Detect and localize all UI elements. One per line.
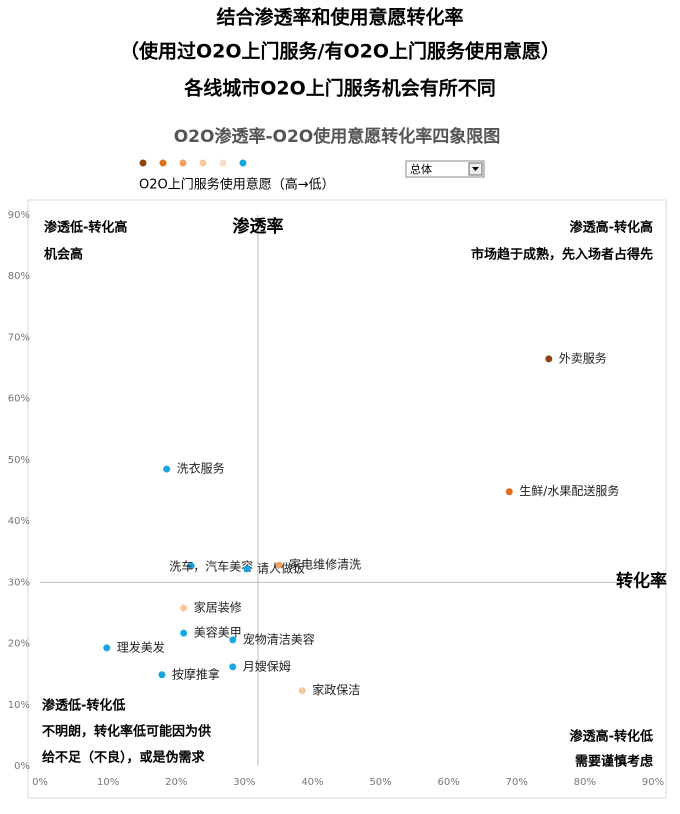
x-tick-label: 10% xyxy=(97,777,119,788)
point-label: 理发美发 xyxy=(117,639,165,654)
point xyxy=(158,671,166,679)
legend-dot xyxy=(199,159,207,167)
point xyxy=(275,561,283,569)
x-tick-label: 0% xyxy=(32,777,48,788)
quadrant-note: 市场趋于成熟，先入场者占得先 xyxy=(471,247,653,263)
point xyxy=(298,687,306,695)
point xyxy=(243,565,251,573)
point-label: 家电维修清洗 xyxy=(289,557,361,572)
y-tick-label: 10% xyxy=(8,700,30,711)
quadrant-note: 机会高 xyxy=(44,247,83,263)
x-tick-label: 30% xyxy=(233,777,255,788)
dropdown-arrow xyxy=(472,167,479,171)
point-label: 家居装修 xyxy=(194,600,242,615)
point-label: 家政保洁 xyxy=(312,682,360,697)
legend-dot xyxy=(179,159,187,167)
title: 结合渗透率和使用意愿转化率 xyxy=(216,6,463,29)
y-tick-label: 70% xyxy=(8,332,30,343)
point-label: 生鲜/水果配送服务 xyxy=(519,483,619,498)
x-axis-label: 转化率 xyxy=(616,570,667,591)
quadrant-note: 渗透高-转化高 xyxy=(570,220,653,236)
point-label: 宠物清洁美容 xyxy=(243,631,315,646)
point xyxy=(180,629,188,637)
x-tick-label: 50% xyxy=(369,777,391,788)
dropdown-value[interactable]: 总体 xyxy=(410,162,432,176)
dropdown[interactable] xyxy=(405,160,485,178)
point-label: 洗衣服务 xyxy=(177,461,225,476)
point xyxy=(180,604,188,612)
quadrant-note: 给不足（不良），或是伪需求 xyxy=(42,750,206,766)
point-label: 外卖服务 xyxy=(559,350,607,365)
legend-dot xyxy=(219,159,227,167)
y-tick-label: 30% xyxy=(8,577,30,588)
plot-frame xyxy=(27,199,667,799)
legend-dot xyxy=(239,159,247,167)
point xyxy=(103,644,111,652)
x-tick-label: 70% xyxy=(506,777,528,788)
point-label: 美容美甲 xyxy=(194,625,242,640)
legend-dot xyxy=(139,159,147,167)
y-tick-label: 80% xyxy=(8,271,30,282)
point xyxy=(187,562,195,570)
point xyxy=(229,663,237,671)
point xyxy=(505,488,513,496)
quadrant-note: 需要谨慎考虑 xyxy=(575,754,653,770)
x-tick-label: 20% xyxy=(165,777,187,788)
x-tick-label: 60% xyxy=(438,777,460,788)
quadrant-note: 渗透低-转化高 xyxy=(44,220,127,236)
title: 各线城市O2O上门服务机会有所不同 xyxy=(183,77,496,100)
x-tick-label: 40% xyxy=(301,777,323,788)
x-tick-label: 80% xyxy=(574,777,596,788)
subtitle: O2O渗透率-O2O使用意愿转化率四象限图 xyxy=(174,126,501,147)
point xyxy=(545,355,553,363)
quadrant-note: 渗透高-转化低 xyxy=(570,729,653,745)
legend-dot xyxy=(159,159,167,167)
y-tick-label: 60% xyxy=(8,394,30,405)
point-label: 按摩推拿 xyxy=(172,666,220,681)
y-tick-label: 20% xyxy=(8,639,30,650)
point-label: 洗车，汽车美容 xyxy=(169,558,253,573)
x-tick-label: 90% xyxy=(642,777,664,788)
quadrant-note: 不明朗，转化率低可能因为供 xyxy=(42,724,211,740)
quadrant-note: 渗透低-转化低 xyxy=(42,698,125,714)
point-label: 月嫂保姆 xyxy=(243,659,291,673)
y-tick-label: 50% xyxy=(8,455,30,466)
legend-label: O2O上门服务使用意愿（高→低） xyxy=(139,177,335,193)
point xyxy=(229,636,237,644)
y-tick-label: 90% xyxy=(8,210,30,221)
y-axis-label: 渗透率 xyxy=(232,216,283,237)
point xyxy=(163,465,171,473)
title: （使用过O2O上门服务/有O2O上门服务使用意愿） xyxy=(120,40,560,63)
y-tick-label: 40% xyxy=(8,516,30,527)
y-tick-label: 0% xyxy=(14,761,30,772)
